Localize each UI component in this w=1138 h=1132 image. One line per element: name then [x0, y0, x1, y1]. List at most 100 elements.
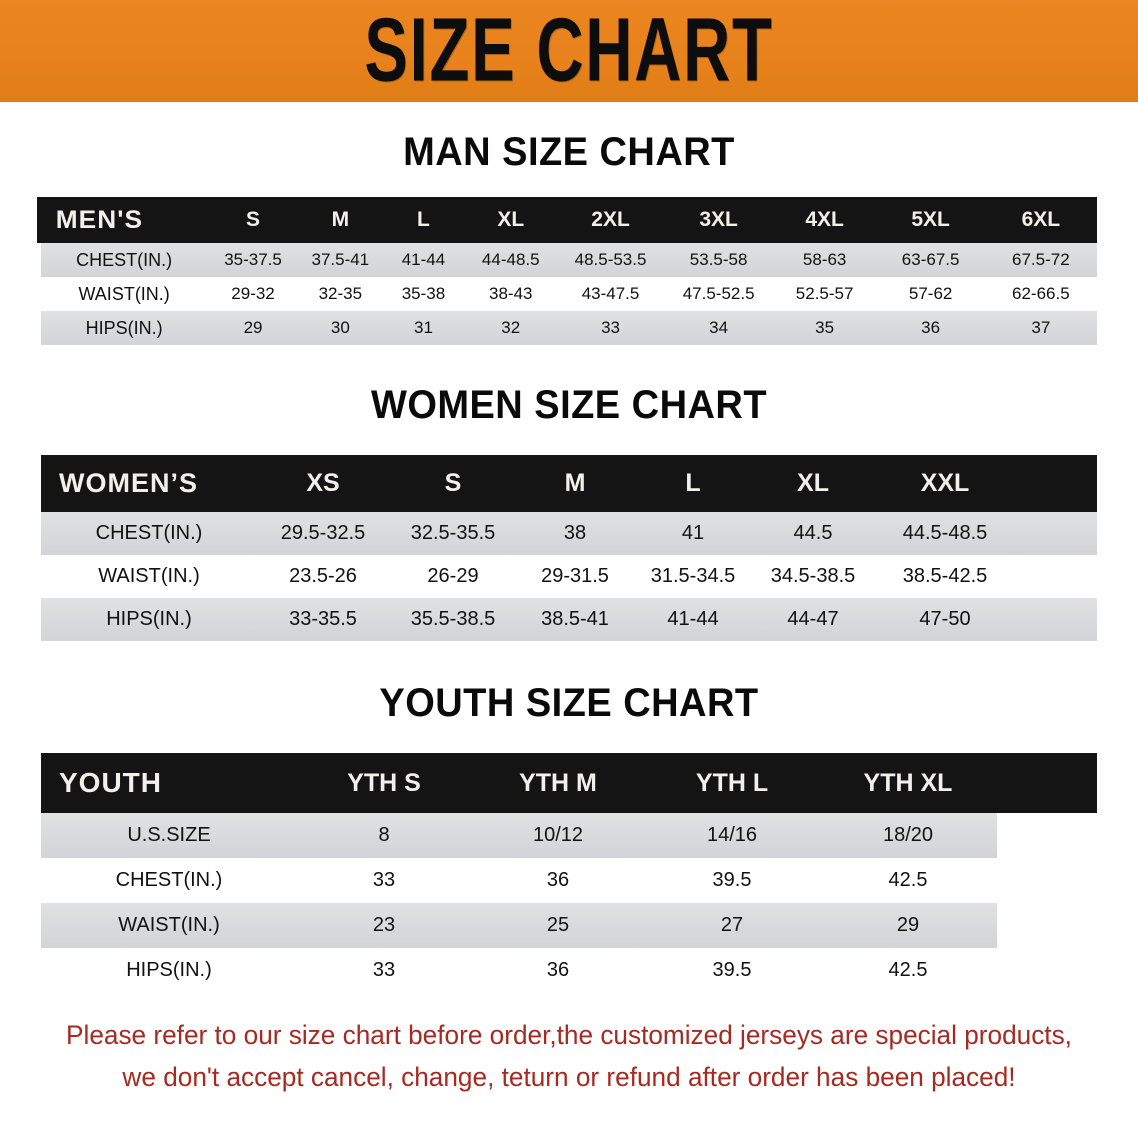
- women-section-title: WOMEN SIZE CHART: [370, 383, 768, 427]
- women-waist-xxl: 38.5-42.5: [873, 555, 1017, 598]
- youth-row-label-us-size: U.S.SIZE: [41, 813, 297, 858]
- man-chest-2xl: 48.5-53.5: [556, 243, 665, 277]
- women-size-table: WOMEN’S XS S M L XL XXL CHEST(IN.) 29.5-…: [41, 455, 1097, 641]
- disclaimer-line-2: we don't accept cancel, change, teturn o…: [122, 1061, 1016, 1092]
- man-col-header-4xl: 4XL: [772, 197, 877, 243]
- women-waist-l: 31.5-34.5: [633, 555, 753, 598]
- page-banner: SIZE CHART: [0, 0, 1138, 102]
- man-col-header-3xl: 3XL: [664, 197, 773, 243]
- table-row: WAIST(IN.) 23.5-26 26-29 29-31.5 31.5-34…: [41, 555, 1097, 598]
- table-row: HIPS(IN.) 29 30 31 32 33 34 35 36 37: [41, 311, 1097, 345]
- youth-waist-spacer: [997, 903, 1097, 948]
- youth-hips-spacer: [997, 948, 1097, 993]
- women-header-spacer: [1017, 455, 1097, 512]
- disclaimer: Please refer to our size chart before or…: [47, 1015, 1091, 1099]
- youth-waist-yth-l: 27: [645, 903, 819, 948]
- table-row: HIPS(IN.) 33 36 39.5 42.5: [41, 948, 1097, 993]
- man-chest-xl: 44-48.5: [465, 243, 557, 277]
- man-row-label-hips: HIPS(IN.): [41, 311, 208, 345]
- youth-ussize-yth-m: 10/12: [471, 813, 645, 858]
- man-col-header-m: M: [298, 197, 382, 243]
- youth-row-label-waist: WAIST(IN.): [41, 903, 297, 948]
- youth-col-header-yth-m: YTH M: [471, 753, 645, 813]
- women-header-row: WOMEN’S XS S M L XL XXL: [41, 455, 1097, 512]
- disclaimer-line-1: Please refer to our size chart before or…: [66, 1020, 1072, 1050]
- man-hips-6xl: 37: [984, 311, 1097, 345]
- youth-table-body: U.S.SIZE 8 10/12 14/16 18/20 CHEST(IN.) …: [41, 813, 1097, 993]
- women-chest-xs: 29.5-32.5: [257, 512, 389, 555]
- women-waist-m: 29-31.5: [517, 555, 633, 598]
- table-row: CHEST(IN.) 29.5-32.5 32.5-35.5 38 41 44.…: [41, 512, 1097, 555]
- man-section-title: MAN SIZE CHART: [403, 130, 735, 174]
- table-row: CHEST(IN.) 33 36 39.5 42.5: [41, 858, 1097, 903]
- table-row: CHEST(IN.) 35-37.5 37.5-41 41-44 44-48.5…: [41, 243, 1097, 277]
- man-size-table-wrap: MEN'S S M L XL 2XL 3XL 4XL 5XL 6XL CHEST…: [36, 197, 1097, 345]
- women-row-label-waist: WAIST(IN.): [41, 555, 257, 598]
- youth-header-spacer: [997, 753, 1097, 813]
- man-waist-3xl: 47.5-52.5: [664, 277, 773, 311]
- man-hips-2xl: 33: [556, 311, 665, 345]
- youth-col-header-yth-xl: YTH XL: [819, 753, 997, 813]
- youth-chest-yth-xl: 42.5: [819, 858, 997, 903]
- women-waist-xl: 34.5-38.5: [753, 555, 873, 598]
- man-chest-6xl: 67.5-72: [984, 243, 1097, 277]
- youth-chest-yth-s: 33: [297, 858, 471, 903]
- youth-hips-yth-m: 36: [471, 948, 645, 993]
- man-hips-s: 29: [207, 311, 299, 345]
- women-chest-s: 32.5-35.5: [389, 512, 517, 555]
- man-hips-l: 31: [381, 311, 466, 345]
- man-chest-s: 35-37.5: [207, 243, 299, 277]
- youth-chest-yth-m: 36: [471, 858, 645, 903]
- women-hips-xl: 44-47: [753, 598, 873, 641]
- man-size-table: MEN'S S M L XL 2XL 3XL 4XL 5XL 6XL CHEST…: [36, 197, 1097, 345]
- man-row-label-waist: WAIST(IN.): [41, 277, 208, 311]
- women-col-header-xs: XS: [257, 455, 389, 512]
- youth-row-label-chest: CHEST(IN.): [41, 858, 297, 903]
- man-chest-3xl: 53.5-58: [664, 243, 773, 277]
- man-waist-2xl: 43-47.5: [556, 277, 665, 311]
- youth-waist-yth-xl: 29: [819, 903, 997, 948]
- women-col-header-xl: XL: [753, 455, 873, 512]
- man-hips-3xl: 34: [664, 311, 773, 345]
- youth-size-table: YOUTH YTH S YTH M YTH L YTH XL U.S.SIZE …: [41, 753, 1097, 993]
- man-waist-5xl: 57-62: [876, 277, 985, 311]
- man-col-header-5xl: 5XL: [876, 197, 985, 243]
- man-chest-m: 37.5-41: [298, 243, 382, 277]
- youth-header-row: YOUTH YTH S YTH M YTH L YTH XL: [41, 753, 1097, 813]
- youth-hips-yth-xl: 42.5: [819, 948, 997, 993]
- women-col-header-m: M: [517, 455, 633, 512]
- women-chest-xxl: 44.5-48.5: [873, 512, 1017, 555]
- man-col-header-s: S: [207, 197, 299, 243]
- women-hips-xs: 33-35.5: [257, 598, 389, 641]
- women-table-body: CHEST(IN.) 29.5-32.5 32.5-35.5 38 41 44.…: [41, 512, 1097, 641]
- man-row-label-chest: CHEST(IN.): [41, 243, 208, 277]
- man-hips-xl: 32: [465, 311, 557, 345]
- table-row: U.S.SIZE 8 10/12 14/16 18/20: [41, 813, 1097, 858]
- women-hips-s: 35.5-38.5: [389, 598, 517, 641]
- man-waist-xl: 38-43: [465, 277, 557, 311]
- women-waist-xs: 23.5-26: [257, 555, 389, 598]
- youth-hips-yth-s: 33: [297, 948, 471, 993]
- man-col-header-6xl: 6XL: [984, 197, 1097, 243]
- women-chest-xl: 44.5: [753, 512, 873, 555]
- youth-ussize-yth-s: 8: [297, 813, 471, 858]
- youth-hips-yth-l: 39.5: [645, 948, 819, 993]
- man-waist-l: 35-38: [381, 277, 466, 311]
- women-table-head: WOMEN’S XS S M L XL XXL: [41, 455, 1097, 512]
- women-hips-spacer: [1017, 598, 1097, 641]
- women-chest-l: 41: [633, 512, 753, 555]
- youth-section-title: YOUTH SIZE CHART: [379, 681, 759, 725]
- man-waist-6xl: 62-66.5: [984, 277, 1097, 311]
- women-size-table-wrap: WOMEN’S XS S M L XL XXL CHEST(IN.) 29.5-…: [41, 455, 1097, 641]
- man-col-header-l: L: [381, 197, 466, 243]
- man-header-row: MEN'S S M L XL 2XL 3XL 4XL 5XL 6XL: [36, 197, 1097, 243]
- women-col-header-xxl: XXL: [873, 455, 1017, 512]
- man-table-head: MEN'S S M L XL 2XL 3XL 4XL 5XL 6XL: [36, 197, 1097, 243]
- table-row: HIPS(IN.) 33-35.5 35.5-38.5 38.5-41 41-4…: [41, 598, 1097, 641]
- youth-ussize-yth-xl: 18/20: [819, 813, 997, 858]
- youth-chest-spacer: [997, 858, 1097, 903]
- youth-chest-yth-l: 39.5: [645, 858, 819, 903]
- man-waist-m: 32-35: [298, 277, 382, 311]
- man-chest-l: 41-44: [381, 243, 466, 277]
